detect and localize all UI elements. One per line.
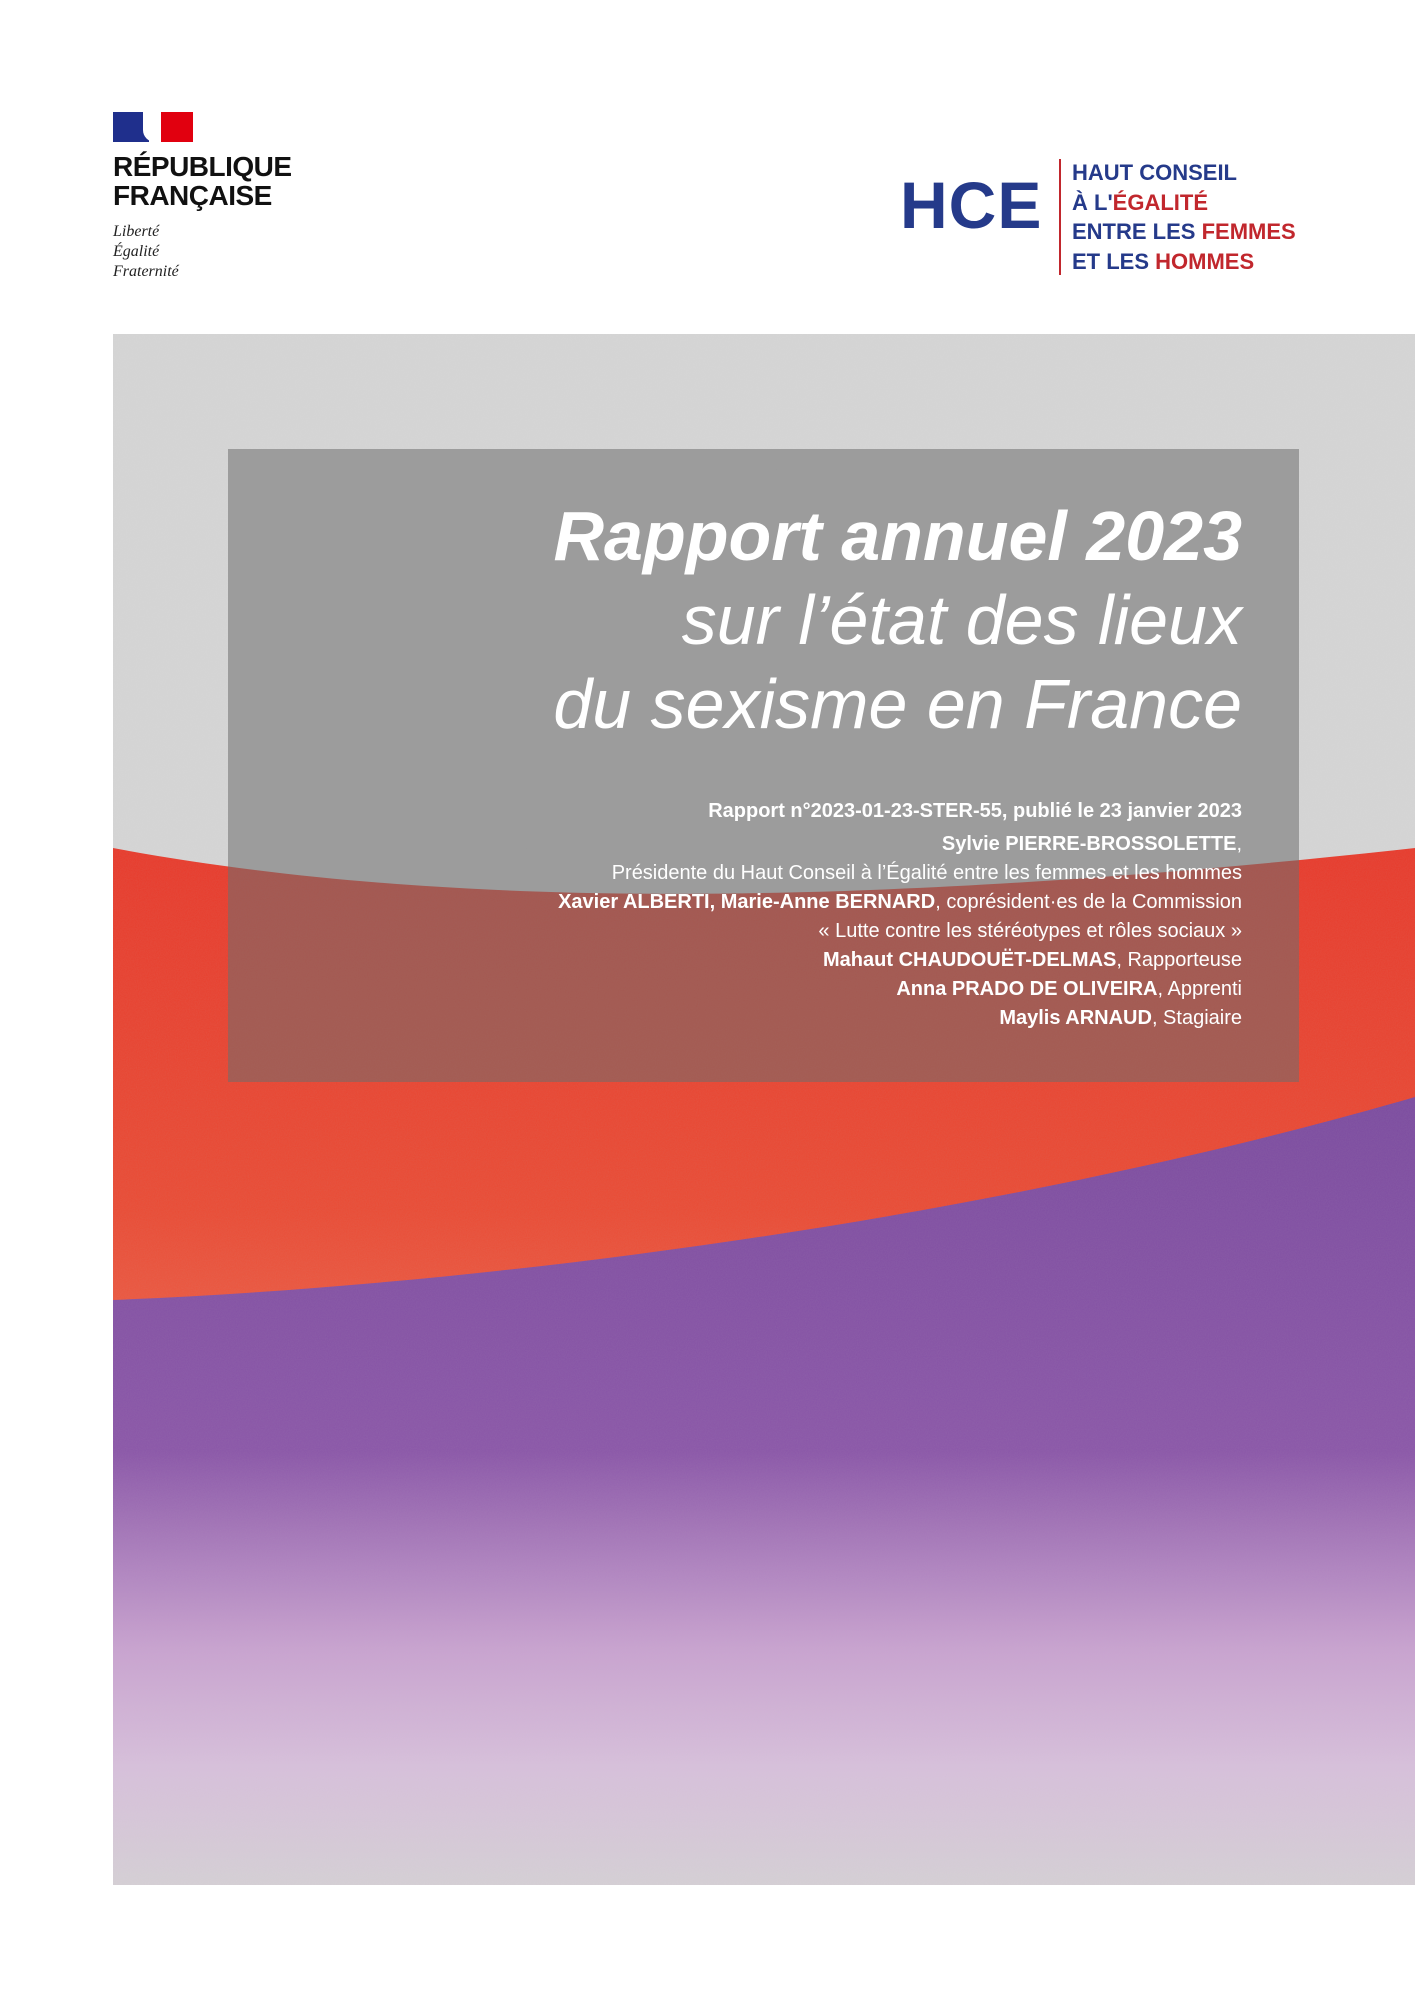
marianne-flag-icon <box>113 112 193 142</box>
motto-fraternite: Fraternité <box>113 263 179 280</box>
title-line1: Rapport annuel 2023 <box>553 497 1242 575</box>
credit-line: Xavier ALBERTI, Marie-Anne BERNARD, copr… <box>558 888 1242 917</box>
credit-line: Maylis ARNAUD, Stagiaire <box>558 1004 1242 1033</box>
credit-name: Sylvie PIERRE-BROSSOLETTE <box>941 833 1237 855</box>
title-panel <box>228 449 1299 1082</box>
rf-name-line1: RÉPUBLIQUE <box>113 151 292 182</box>
credit-role: , Stagiaire <box>1151 1007 1242 1029</box>
hce-full-name: HAUT CONSEIL À L'ÉGALITÉ ENTRE LES FEMME… <box>1072 158 1296 276</box>
credit-role: , Apprenti <box>1157 978 1242 1000</box>
credit-name: Anna PRADO DE OLIVEIRA <box>896 978 1158 1000</box>
hce-line1: HAUT CONSEIL <box>1072 158 1296 188</box>
motto-egalite: Égalité <box>113 243 160 260</box>
credit-role: , Rapporteuse <box>1116 949 1242 971</box>
rf-name: RÉPUBLIQUE FRANÇAISE <box>113 152 292 210</box>
credit-name: Maylis ARNAUD <box>999 1007 1152 1029</box>
credit-line: « Lutte contre les stéréotypes et rôles … <box>558 917 1242 946</box>
credit-role: « Lutte contre les stéréotypes et rôles … <box>818 920 1242 942</box>
hce-line2: À L'ÉGALITÉ <box>1072 188 1296 218</box>
hce-line4: ET LES HOMMES <box>1072 247 1296 277</box>
credit-name: Mahaut CHAUDOUËT-DELMAS <box>823 949 1117 971</box>
hce-line4-a: ET LES <box>1072 248 1156 274</box>
hce-divider <box>1059 159 1061 275</box>
rf-motto: Liberté Égalité Fraternité <box>113 222 292 282</box>
credit-line: Mahaut CHAUDOUËT-DELMAS, Rapporteuse <box>558 946 1242 975</box>
rf-name-line2: FRANÇAISE <box>113 180 272 211</box>
credit-line: Anna PRADO DE OLIVEIRA, Apprenti <box>558 975 1242 1004</box>
credit-line: Présidente du Haut Conseil à l’Égalité e… <box>558 859 1242 888</box>
report-title: Rapport annuel 2023 sur l’état des lieux… <box>553 494 1242 746</box>
credit-line: Sylvie PIERRE-BROSSOLETTE, <box>558 830 1242 859</box>
report-credits: Rapport n°2023-01-23-STER-55, publié le … <box>558 797 1242 1033</box>
report-reference: Rapport n°2023-01-23-STER-55, publié le … <box>708 800 1242 822</box>
hce-line1-text: HAUT CONSEIL <box>1072 160 1237 185</box>
hce-line4-b: HOMMES <box>1155 248 1255 274</box>
title-line2: sur l’état des lieux <box>681 581 1242 659</box>
hce-acronym: HCE <box>900 168 1043 242</box>
credit-role: , coprésident·es de la Commission <box>935 891 1242 913</box>
hce-line3-a: ENTRE LES <box>1072 219 1202 244</box>
motto-liberte: Liberté <box>113 223 160 240</box>
hce-line3-b: FEMMES <box>1201 219 1296 244</box>
republique-francaise-logo: RÉPUBLIQUE FRANÇAISE Liberté Égalité Fra… <box>113 112 292 282</box>
hce-line2-a: À L' <box>1072 189 1113 215</box>
credit-role: Présidente du Haut Conseil à l’Égalité e… <box>611 862 1242 884</box>
cover-artwork: Rapport annuel 2023 sur l’état des lieux… <box>113 334 1415 1885</box>
title-line3: du sexisme en France <box>553 665 1242 743</box>
credit-name: Xavier ALBERTI, Marie-Anne BERNARD <box>558 891 936 913</box>
credit-role: , <box>1236 833 1242 855</box>
hce-line3: ENTRE LES FEMMES <box>1072 217 1296 247</box>
hce-line2-b: ÉGALITÉ <box>1112 189 1209 215</box>
